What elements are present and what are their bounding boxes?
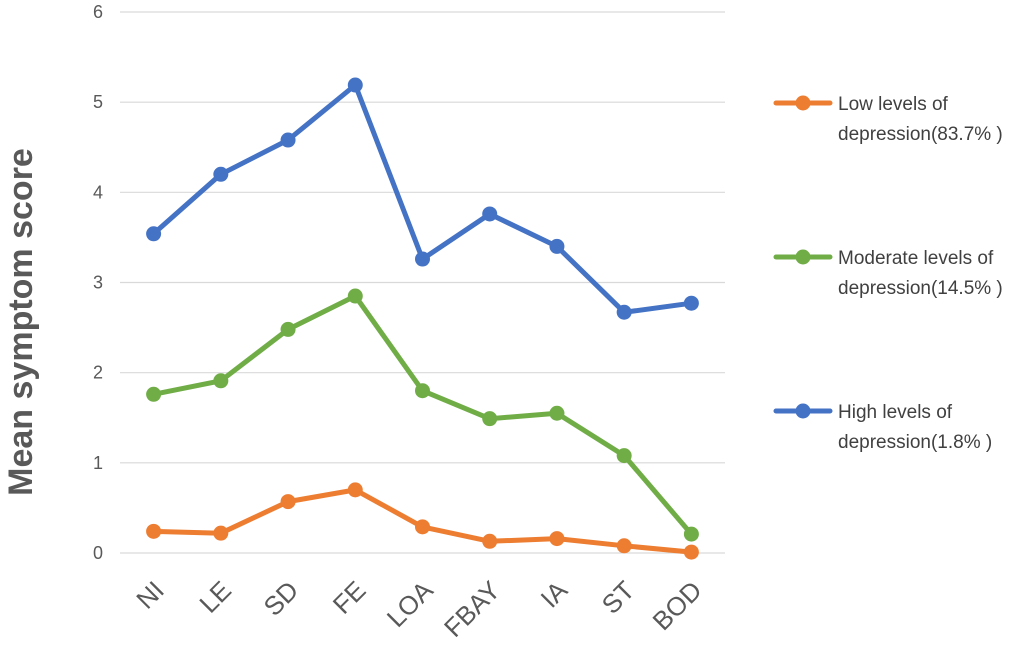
data-point: [146, 386, 162, 402]
data-point: [415, 383, 430, 399]
y-axis-label: Mean symptom score: [2, 148, 40, 496]
y-tick-label: 4: [93, 182, 103, 202]
y-tick-label: 5: [93, 92, 103, 112]
x-tick-label: SD: [258, 575, 305, 622]
data-point: [280, 494, 296, 510]
legend-item-2: High levels of depression(1.8% ): [773, 402, 992, 453]
legend-label: High levels of: [838, 402, 953, 423]
series-0: [146, 482, 699, 560]
data-point: [482, 206, 498, 222]
data-point: [347, 288, 363, 304]
data-point: [683, 544, 699, 560]
y-axis-ticks: 0 1 2 3 4 5 6: [93, 2, 103, 563]
data-point: [616, 538, 632, 554]
data-point: [280, 132, 296, 148]
legend-label: depression(14.5% ): [838, 278, 1003, 299]
legend-item-1: Moderate levels of depression(14.5% ): [773, 248, 1003, 299]
data-point: [683, 526, 699, 542]
data-point: [347, 482, 363, 498]
data-point: [146, 226, 162, 242]
x-tick-label: FBAY: [438, 575, 506, 643]
y-tick-label: 0: [93, 543, 103, 563]
x-tick-label: ST: [596, 575, 641, 620]
y-tick-label: 3: [93, 273, 103, 293]
data-point: [549, 238, 565, 254]
y-tick-label: 2: [93, 363, 103, 383]
data-point: [549, 531, 565, 547]
legend-item-0: Low levels of depression(83.7% ): [773, 94, 1003, 145]
data-point: [347, 77, 363, 93]
data-point: [146, 523, 162, 539]
series-line: [151, 293, 694, 537]
legend-swatch-marker: [795, 403, 811, 419]
data-point: [213, 373, 229, 389]
legend-label: depression(83.7% ): [838, 124, 1003, 145]
data-point: [683, 295, 699, 311]
series-group: [146, 77, 699, 560]
x-tick-label: LOA: [381, 575, 439, 633]
y-tick-label: 1: [93, 453, 103, 473]
x-tick-label: IA: [535, 575, 574, 614]
legend-swatch-marker: [795, 249, 811, 265]
x-tick-label: FE: [327, 575, 372, 620]
x-tick-label: BOD: [647, 575, 708, 636]
data-point: [280, 321, 296, 337]
data-point: [482, 533, 498, 549]
y-tick-label: 6: [93, 2, 103, 22]
data-point: [415, 519, 430, 535]
data-point: [415, 251, 430, 267]
x-axis-ticks: NI LE SD FE LOA FBAY IA ST BOD: [130, 575, 707, 643]
data-point: [213, 525, 229, 541]
x-tick-label: LE: [193, 575, 237, 619]
data-point: [549, 405, 565, 421]
series-1: [146, 288, 699, 542]
x-tick-label: NI: [130, 575, 170, 615]
legend-label: Low levels of: [838, 94, 949, 115]
legend-label: depression(1.8% ): [838, 432, 992, 453]
data-point: [213, 166, 229, 182]
data-point: [616, 448, 632, 464]
gridlines: [120, 11, 725, 554]
legend-swatch-marker: [795, 95, 811, 111]
legend: Low levels of depression(83.7% ) Moderate …: [773, 94, 1003, 453]
data-point: [482, 411, 498, 427]
legend-label: Moderate levels of: [838, 248, 994, 269]
series-2: [146, 77, 699, 320]
data-point: [616, 304, 632, 320]
series-line: [151, 82, 694, 315]
